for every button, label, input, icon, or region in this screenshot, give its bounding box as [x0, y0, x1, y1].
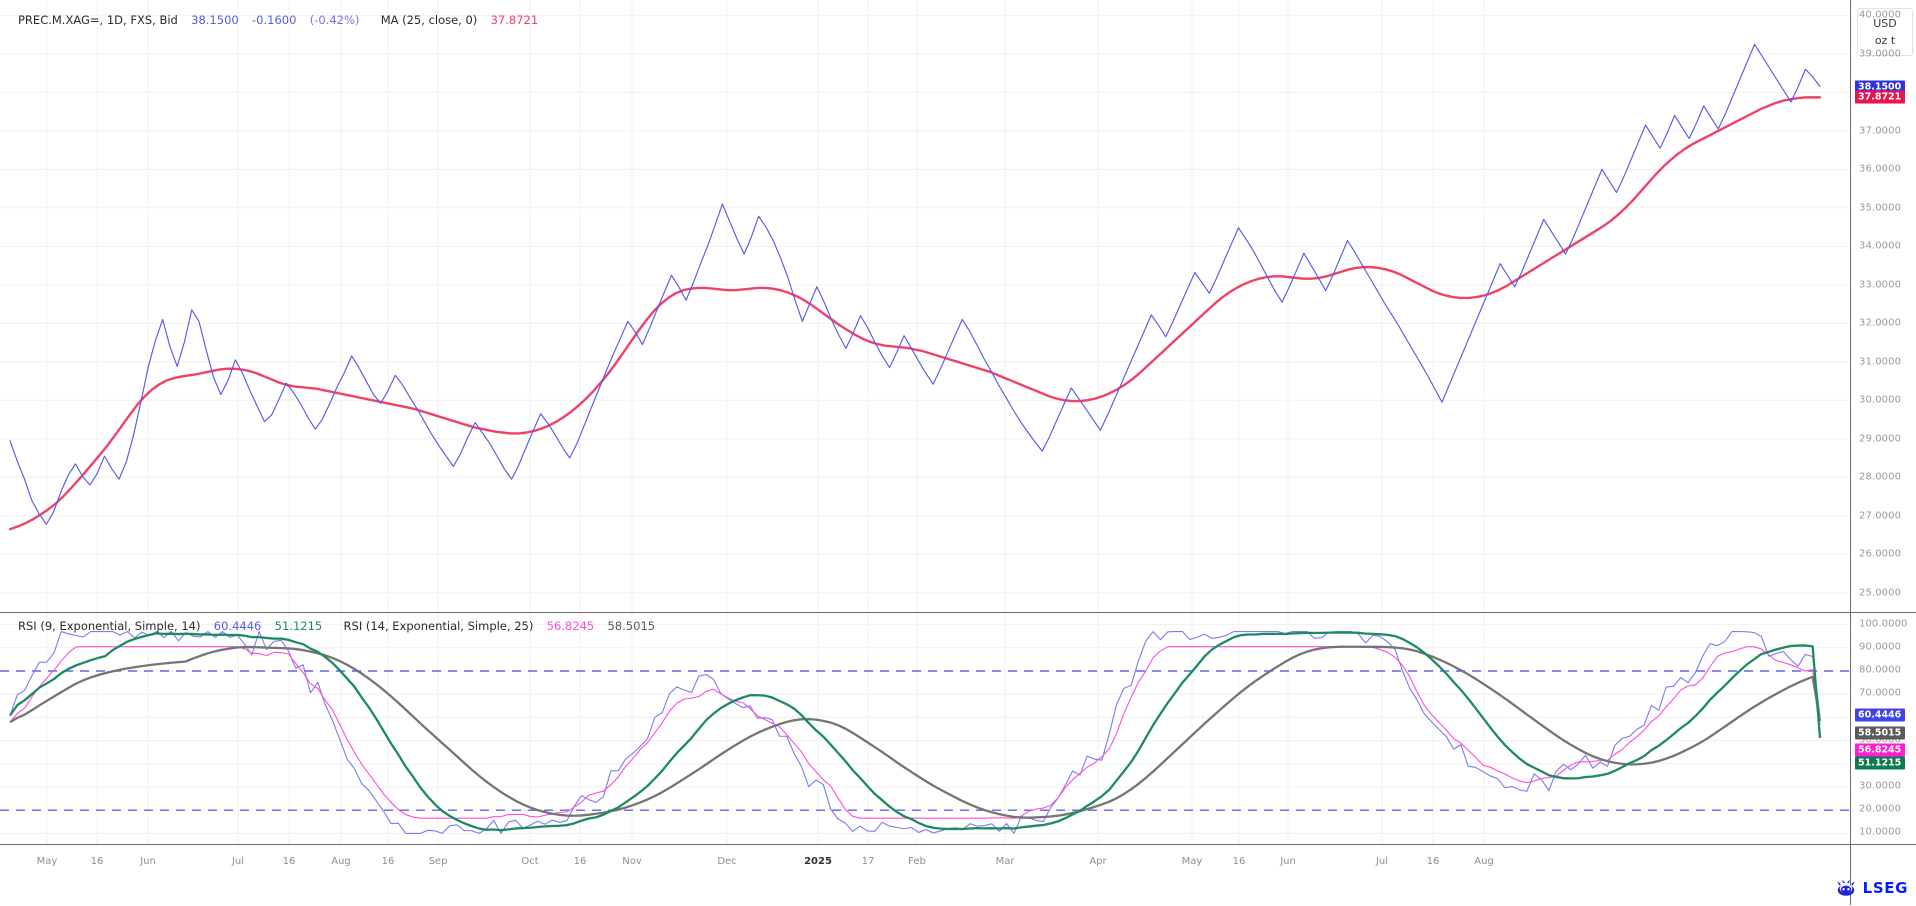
- time-axis-label: 16: [381, 856, 395, 867]
- price-axis-tick: 36.0000: [1859, 163, 1902, 175]
- price-plot-area[interactable]: [0, 0, 1850, 612]
- rsi-value-badge[interactable]: 58.5015: [1855, 726, 1905, 740]
- time-axis-label: Apr: [1089, 856, 1107, 867]
- rsi9-label: RSI (9, Exponential, Simple, 14): [18, 619, 201, 633]
- unit-box: USD oz t: [1857, 8, 1913, 56]
- time-axis-label: Oct: [521, 856, 539, 867]
- ma-indicator-label: MA (25, close, 0): [380, 13, 478, 27]
- price-legend: PREC.M.XAG=, 1D, FXS, Bid 38.1500 -0.160…: [18, 13, 538, 27]
- ma-indicator-value: 37.8721: [490, 13, 539, 27]
- rsi-axis-tick: 30.0000: [1859, 780, 1902, 792]
- axis-time-divider: [1851, 844, 1916, 845]
- time-axis-label: Dec: [717, 856, 737, 867]
- rsi14-value: 56.8245: [546, 619, 595, 633]
- time-axis-label: May: [1181, 856, 1203, 867]
- rsi-axis-tick: 70.0000: [1859, 687, 1902, 699]
- price-chart-panel[interactable]: [0, 0, 1850, 612]
- time-axis-label: Mar: [995, 856, 1015, 867]
- time-axis-label: 16: [90, 856, 104, 867]
- price-axis-tick: 31.0000: [1859, 356, 1902, 368]
- price-value-badge[interactable]: 37.8721: [1855, 90, 1905, 104]
- unit-measure-label: oz t: [1874, 34, 1896, 47]
- rsi14-smoothing-value: 58.5015: [607, 619, 656, 633]
- rsi-plot-area[interactable]: [0, 613, 1850, 845]
- price-axis-tick: 25.0000: [1859, 587, 1902, 599]
- unit-currency-label: USD: [1873, 17, 1897, 30]
- price-axis-tick: 33.0000: [1859, 279, 1902, 291]
- price-last-value: 38.1500: [191, 13, 239, 27]
- price-change-value: -0.1600: [252, 13, 297, 27]
- rsi-axis-tick: 50.0000: [1859, 734, 1902, 746]
- time-axis-label: Jul: [1375, 856, 1389, 867]
- rsi-legend: RSI (9, Exponential, Simple, 14) 60.4446…: [18, 619, 655, 633]
- time-axis-label: Jun: [1280, 856, 1296, 867]
- price-axis-tick: 34.0000: [1859, 240, 1902, 252]
- axis-panel-divider: [1851, 612, 1916, 613]
- price-axis-tick: 26.0000: [1859, 548, 1902, 560]
- time-axis[interactable]: May 16 Jun Jul 16 Aug 16 Sep Oct 16 Nov Dec 2025 17 Fe…: [0, 844, 1850, 906]
- rsi14-label: RSI (14, Exponential, Simple, 25): [343, 619, 534, 633]
- rsi-value-badge[interactable]: 60.4446: [1855, 708, 1905, 722]
- rsi-axis-tick: 80.0000: [1859, 664, 1902, 676]
- price-axis-tick: 28.0000: [1859, 471, 1902, 483]
- rsi-axis-tick: 10.0000: [1859, 826, 1902, 838]
- time-axis-label: 16: [282, 856, 296, 867]
- time-axis-label: Jul: [231, 856, 245, 867]
- rsi-value-badge[interactable]: 56.8245: [1855, 743, 1905, 757]
- rsi-axis-tick: 100.0000: [1859, 618, 1908, 630]
- price-axis-tick: 37.0000: [1859, 125, 1902, 137]
- lseg-mark-icon: [1836, 879, 1855, 896]
- rsi-axis-tick: 20.0000: [1859, 803, 1902, 815]
- price-axis-tick: 40.0000: [1859, 9, 1902, 21]
- price-plot-svg: [0, 0, 1850, 612]
- rsi-axis-tick: 90.0000: [1859, 641, 1902, 653]
- time-axis-label: 16: [1426, 856, 1440, 867]
- price-axis-tick: 32.0000: [1859, 317, 1902, 329]
- time-axis-label: May: [36, 856, 58, 867]
- price-change-percent: (-0.42%): [309, 13, 360, 27]
- price-axis-tick: 39.0000: [1859, 48, 1902, 60]
- price-axis-tick: 29.0000: [1859, 433, 1902, 445]
- time-axis-label: Nov: [622, 856, 642, 867]
- time-axis-label: Sep: [428, 856, 448, 867]
- value-axis-column[interactable]: USD oz t 40.000039.000038.000037.000036.…: [1850, 0, 1916, 905]
- rsi-value-badge[interactable]: 51.1215: [1855, 756, 1905, 770]
- price-symbol-label: PREC.M.XAG=, 1D, FXS, Bid: [18, 13, 178, 27]
- price-axis-tick: 35.0000: [1859, 202, 1902, 214]
- time-axis-label: Aug: [331, 856, 351, 867]
- time-axis-year-label: 2025: [804, 856, 832, 867]
- lseg-logo: LSEG: [1835, 879, 1908, 897]
- time-axis-label: Feb: [908, 856, 926, 867]
- rsi9-smoothing-value: 51.1215: [274, 619, 323, 633]
- rsi-plot-svg: [0, 613, 1850, 845]
- price-axis-tick: 30.0000: [1859, 394, 1902, 406]
- price-axis-tick: 27.0000: [1859, 510, 1902, 522]
- time-axis-label: 16: [1232, 856, 1246, 867]
- time-axis-label: Aug: [1474, 856, 1494, 867]
- time-axis-label: Jun: [140, 856, 156, 867]
- price-value-badge[interactable]: 38.1500: [1855, 80, 1905, 94]
- lseg-wordmark: LSEG: [1862, 879, 1908, 897]
- rsi-chart-panel[interactable]: [0, 612, 1850, 845]
- time-axis-label: 16: [573, 856, 587, 867]
- rsi9-value: 60.4446: [213, 619, 262, 633]
- time-axis-label: 17: [861, 856, 875, 867]
